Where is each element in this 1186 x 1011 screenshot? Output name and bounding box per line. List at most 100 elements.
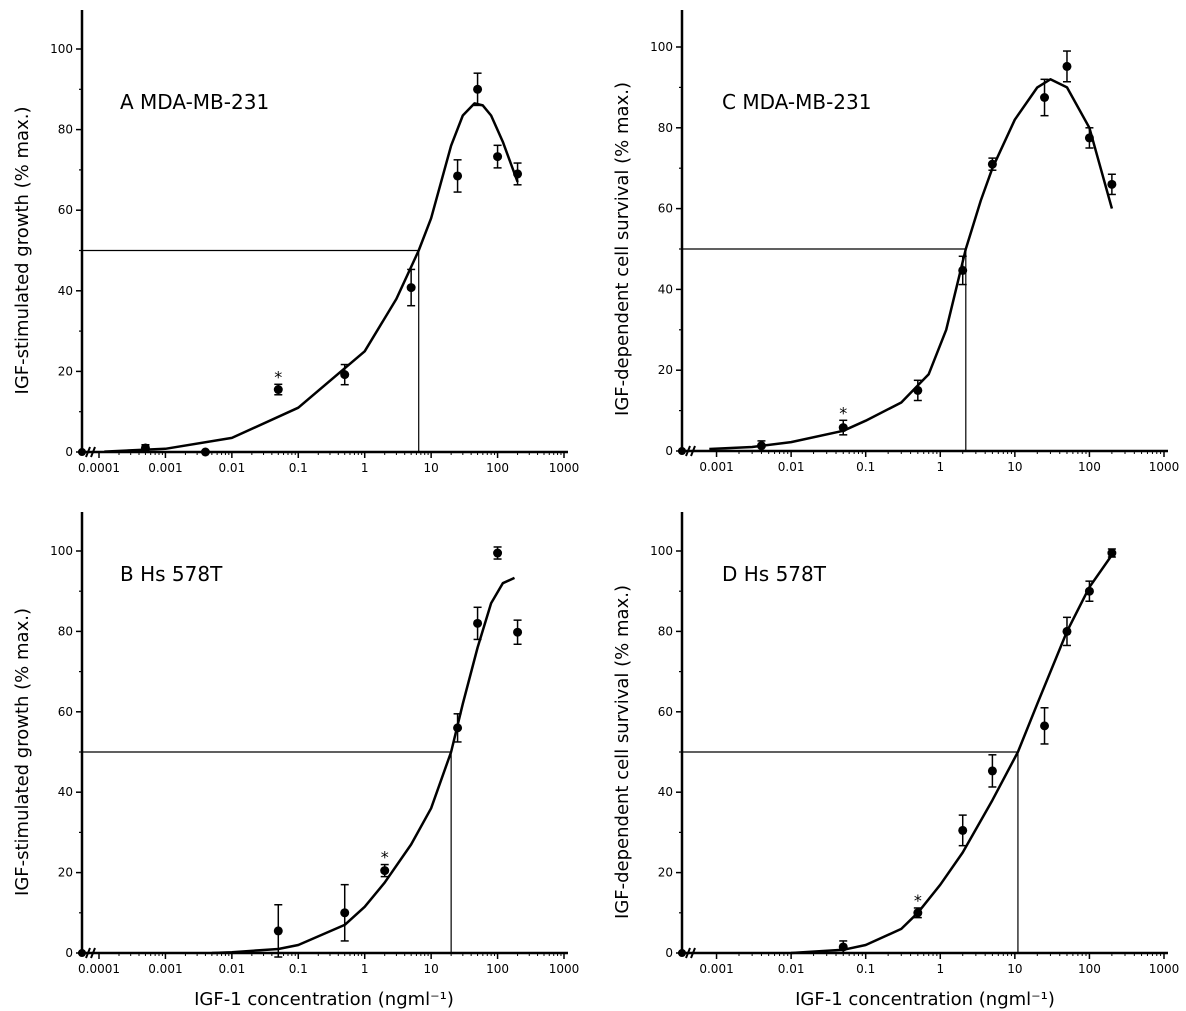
panel-c: 0 20 40 60 80 100 0.001 0.01 0.1 1 10 100 1000 IGF-de… [612, 10, 1179, 474]
x-tick-label: 10 [1007, 460, 1022, 474]
x-tick-label: 1 [936, 962, 944, 976]
axis-break-mark [690, 947, 696, 959]
fit-curve [709, 78, 1114, 451]
data-point-zero [678, 447, 686, 455]
x-tick-label: 0.0001 [78, 461, 120, 475]
y-tick-label: 40 [658, 785, 673, 799]
data-point [200, 447, 210, 457]
x-tick-label: 10 [424, 461, 439, 475]
data-point [453, 171, 463, 181]
x-tick-label: 0.0001 [78, 962, 120, 976]
y-tick-label: 60 [658, 202, 673, 216]
x-tick-label: 0.001 [148, 461, 182, 475]
panel-b: 0 20 40 60 80 100 0.0001 0.001 0.01 0.1 1 10 100 1000… [12, 512, 579, 976]
fit-curve [104, 102, 519, 453]
x-axis-caption-left: IGF-1 concentration (ngml⁻¹) [194, 989, 454, 1010]
x-tick-label: 0.1 [856, 460, 875, 474]
y-axis-label: IGF-dependent cell survival (% max.) [612, 585, 633, 919]
data-point [1040, 721, 1050, 731]
data-point [273, 926, 283, 936]
axis-break-mark [85, 947, 91, 959]
data-point [493, 152, 503, 162]
data-point [958, 265, 968, 275]
data-point [473, 84, 483, 94]
x-tick-label: 0.001 [699, 460, 733, 474]
data-point [140, 443, 150, 453]
data-point [987, 159, 997, 169]
significance-asterisk: * [381, 848, 389, 867]
x-axis-caption-right: IGF-1 concentration (ngml⁻¹) [795, 989, 1055, 1010]
data-point [273, 385, 283, 395]
x-tick-label: 1 [361, 461, 369, 475]
data-point [493, 548, 503, 558]
y-tick-label: 40 [58, 785, 73, 799]
x-tick-label: 1 [361, 962, 369, 976]
significance-asterisk: * [839, 403, 847, 422]
x-tick-label: 0.1 [289, 461, 308, 475]
significance-asterisk: * [274, 367, 282, 386]
y-tick-label: 80 [58, 123, 73, 137]
data-point [1084, 133, 1094, 143]
panel-title: C MDA-MB-231 [722, 90, 871, 114]
y-tick-label: 80 [658, 624, 673, 638]
x-tick-label: 0.001 [148, 962, 182, 976]
data-point [1062, 61, 1072, 71]
x-tick-label: 0.01 [218, 962, 245, 976]
data-point [453, 723, 463, 733]
data-point [1107, 179, 1117, 189]
data-point [380, 866, 390, 876]
data-point [340, 908, 350, 918]
y-tick-label: 80 [58, 624, 73, 638]
data-point [406, 283, 416, 293]
data-point [838, 423, 848, 433]
data-point [340, 370, 350, 380]
y-tick-label: 60 [658, 705, 673, 719]
x-tick-label: 100 [486, 962, 509, 976]
y-tick-label: 40 [58, 284, 73, 298]
axis-break-mark [690, 445, 696, 457]
panel-d: 0 20 40 60 80 100 0.001 0.01 0.1 1 10 100 1000 IGF-de… [612, 512, 1179, 976]
y-tick-label: 20 [658, 866, 673, 880]
x-tick-label: 0.1 [856, 962, 875, 976]
x-tick-label: 100 [1078, 962, 1101, 976]
y-tick-label: 20 [658, 363, 673, 377]
y-tick-label: 0 [65, 946, 73, 960]
data-point [913, 908, 923, 918]
y-tick-label: 100 [50, 42, 73, 56]
x-tick-label: 0.001 [699, 962, 733, 976]
x-tick-label: 100 [1078, 460, 1101, 474]
x-tick-label: 10 [1007, 962, 1022, 976]
fit-curve [211, 576, 516, 955]
y-tick-label: 0 [665, 444, 673, 458]
y-tick-label: 20 [58, 866, 73, 880]
axis-break-mark [685, 445, 691, 457]
y-tick-label: 60 [58, 705, 73, 719]
axis-break-mark [90, 446, 96, 458]
y-axis-label: IGF-dependent cell survival (% max.) [612, 82, 633, 416]
panel-title: D Hs 578T [722, 562, 827, 586]
data-point [1107, 548, 1117, 558]
x-tick-label: 0.01 [778, 460, 805, 474]
data-point [473, 618, 483, 628]
data-point [987, 766, 997, 776]
x-tick-label: 0.1 [289, 962, 308, 976]
y-tick-label: 100 [50, 544, 73, 558]
y-tick-label: 60 [58, 203, 73, 217]
data-point [513, 627, 523, 637]
data-point [913, 385, 923, 395]
x-tick-label: 1000 [1149, 962, 1180, 976]
data-point [756, 441, 766, 451]
panel-title: A MDA-MB-231 [120, 90, 269, 114]
y-axis-label: IGF-stimulated growth (% max.) [12, 608, 33, 896]
y-tick-label: 80 [658, 121, 673, 135]
data-point-zero [78, 448, 86, 456]
x-tick-label: 1 [936, 460, 944, 474]
y-tick-label: 40 [658, 282, 673, 296]
data-point [1084, 586, 1094, 596]
y-tick-label: 20 [58, 364, 73, 378]
panel-title: B Hs 578T [120, 562, 223, 586]
data-point [513, 169, 523, 179]
axis-break-mark [85, 446, 91, 458]
panel-a: 0 20 40 60 80 100 0.0001 0.001 0.01 0.1 1 10 100 1000… [12, 10, 579, 475]
